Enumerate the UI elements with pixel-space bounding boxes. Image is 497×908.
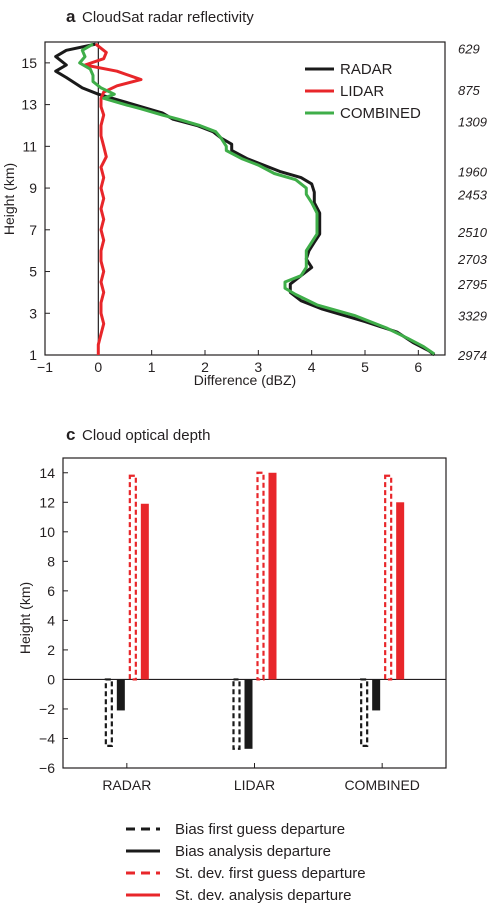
panel-a-x-tick-label: 4	[308, 359, 316, 375]
panel-a-title: CloudSat radar reflectivity	[82, 9, 254, 26]
panel-a-series-radar-line	[54, 42, 436, 357]
panel-a-x-tick-label: −1	[37, 359, 53, 375]
panel-c-y-tick-label: 12	[39, 494, 55, 510]
panel-c-bar-combined-3	[384, 474, 393, 681]
panel-c-y-tick-label: 0	[47, 671, 55, 687]
panel-a-right-count-label: 875	[458, 83, 480, 98]
panel-c-plot-frame	[62, 457, 447, 769]
panel-a-right-count-label: 2453	[457, 187, 488, 202]
panel-a-y-tick-label: 13	[21, 97, 37, 113]
panel-c-bar-radar-3	[128, 474, 137, 681]
panel-c-bar-combined-2	[372, 679, 381, 711]
panel-a-right-count-label: 629	[458, 41, 480, 56]
panel-c-y-tick-label: 6	[47, 583, 55, 599]
panel-a-series-combined-line	[78, 42, 436, 356]
panel-c-bar-radar-2	[116, 679, 125, 711]
panel-c-bar-lidar-4	[268, 472, 277, 680]
panel-a-right-count-label: 2974	[457, 348, 487, 363]
panel-a-legend-label-combined: COMBINED	[340, 105, 421, 122]
panel-a-x-tick-label: 0	[94, 359, 102, 375]
panel-a-y-tick-label: 1	[29, 347, 37, 363]
panel-a-right-count-label: 3329	[458, 308, 487, 323]
panel-c-y-tick-label: 14	[39, 465, 55, 481]
panel-c-y-tick-label: −2	[39, 701, 55, 717]
panel-a-x-tick-label: 6	[414, 359, 422, 375]
panel-a-series-lidar-line	[83, 42, 143, 355]
panel-c-bar-combined-4	[396, 502, 405, 680]
panel-a-right-count-label: 2703	[457, 252, 488, 267]
panel-c-x-tick-label-radar: RADAR	[102, 777, 151, 793]
panel-a-y-axis-label: Height (km)	[1, 163, 17, 235]
panel-a-y-tick-label: 15	[21, 55, 37, 71]
panel-c-bar-combined-1	[360, 678, 369, 747]
panel-c-y-tick-label: 2	[47, 642, 55, 658]
panel-a-x-tick-label: 2	[201, 359, 209, 375]
panel-a-legend-label-lidar: LIDAR	[340, 83, 384, 100]
panel-a-plot-frame	[44, 41, 446, 356]
panel-a-x-tick-label: 1	[148, 359, 156, 375]
panel-a: a CloudSat radar reflectivity −1 0 1 2 3 4 5 6 …	[1, 7, 488, 388]
panel-c-bar-lidar-2	[244, 679, 253, 749]
panel-c-legend-label-3: St. dev. first guess departure	[175, 865, 366, 882]
panel-c-letter: c	[66, 425, 75, 444]
panel-c: c Cloud optical depth −6−4−202468101214 …	[17, 425, 447, 904]
panel-a-x-axis-label: Difference (dBZ)	[194, 372, 296, 388]
panel-c-legend-label-4: St. dev. analysis departure	[175, 887, 351, 904]
panel-c-legend-label-1: Bias first guess departure	[175, 821, 345, 838]
panel-a-legend-label-radar: RADAR	[340, 61, 393, 78]
panel-a-y-tick-label: 9	[29, 180, 37, 196]
panel-c-x-tick-label-lidar: LIDAR	[234, 777, 275, 793]
panel-a-x-tick-label: 5	[361, 359, 369, 375]
panel-a-x-tick-label: 3	[254, 359, 262, 375]
panel-a-right-count-label: 2795	[457, 277, 488, 292]
panel-a-right-count-label: 1309	[458, 114, 487, 129]
panel-c-bar-radar-4	[140, 503, 149, 680]
panel-a-y-tick-label: 5	[29, 264, 37, 280]
panel-a-y-tick-label: 11	[22, 138, 37, 154]
panel-c-y-tick-label: −6	[39, 760, 55, 776]
panel-c-legend-label-2: Bias analysis departure	[175, 843, 331, 860]
panel-a-right-count-label: 2510	[457, 225, 488, 240]
panel-c-y-tick-label: 10	[39, 524, 55, 540]
panel-c-title: Cloud optical depth	[82, 427, 210, 444]
panel-a-y-tick-label: 3	[29, 305, 37, 321]
panel-a-y-tick-label: 7	[29, 222, 37, 238]
panel-a-right-count-label: 1960	[458, 164, 488, 179]
panel-c-y-tick-label: 4	[47, 612, 55, 628]
panel-c-x-tick-label-combined: COMBINED	[344, 777, 419, 793]
panel-c-y-axis-label: Height (km)	[17, 582, 33, 654]
panel-c-bar-radar-1	[104, 678, 113, 747]
panel-a-letter: a	[66, 7, 76, 26]
panel-c-y-tick-label: 8	[47, 553, 55, 569]
panel-c-bar-lidar-3	[256, 471, 265, 681]
panel-c-y-tick-label: −4	[39, 730, 55, 746]
panel-c-bar-lidar-1	[232, 678, 241, 750]
